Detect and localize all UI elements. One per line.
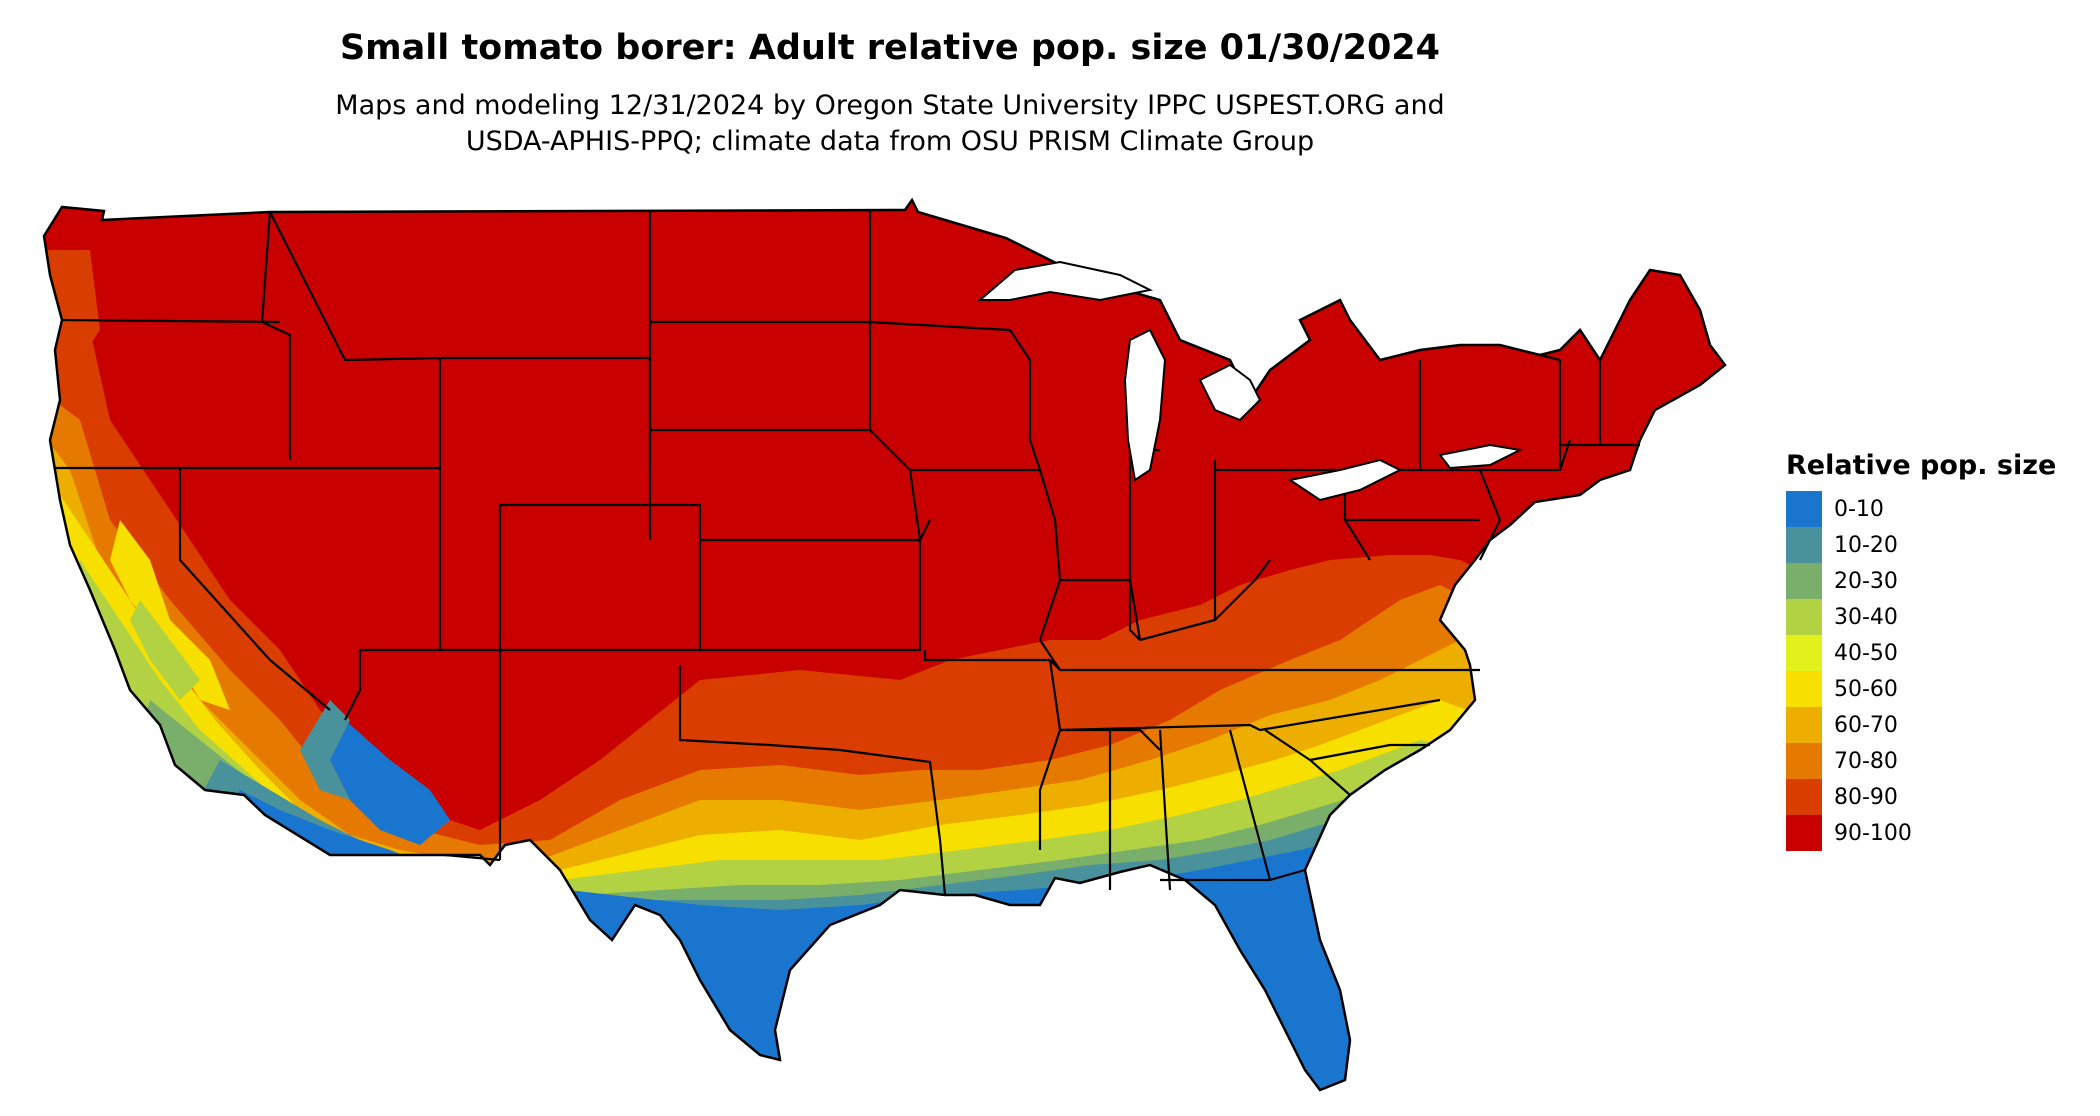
legend-swatch: [1786, 707, 1822, 743]
legend-label: 10-20: [1834, 532, 1898, 558]
legend-swatch: [1786, 743, 1822, 779]
legend-items: 0-10 10-20 20-30 30-40 40-50 50-60 60-70 70-80 8…: [1786, 491, 2086, 851]
legend-item: 90-100: [1786, 815, 2086, 851]
legend-swatch: [1786, 635, 1822, 671]
legend-swatch: [1786, 815, 1822, 851]
legend-swatch: [1786, 563, 1822, 599]
legend-swatch: [1786, 671, 1822, 707]
legend-item: 60-70: [1786, 707, 2086, 743]
legend-item: 80-90: [1786, 779, 2086, 815]
legend-swatch: [1786, 779, 1822, 815]
map-title: Small tomato borer: Adult relative pop. …: [339, 28, 1441, 68]
legend-label: 20-30: [1834, 568, 1898, 594]
legend-swatch: [1786, 599, 1822, 635]
legend-label: 60-70: [1834, 712, 1898, 738]
legend-label: 40-50: [1834, 640, 1898, 666]
legend-label: 90-100: [1834, 820, 1912, 846]
legend-label: 50-60: [1834, 676, 1898, 702]
legend-swatch: [1786, 491, 1822, 527]
legend-swatch: [1786, 527, 1822, 563]
legend: Relative pop. size 0-10 10-20 20-30 30-40 40…: [1786, 450, 2086, 851]
map-subtitle-line-1: Maps and modeling 12/31/2024 by Oregon S…: [335, 90, 1445, 121]
legend-item: 20-30: [1786, 563, 2086, 599]
legend-label: 70-80: [1834, 748, 1898, 774]
legend-item: 30-40: [1786, 599, 2086, 635]
legend-item: 10-20: [1786, 527, 2086, 563]
legend-item: 70-80: [1786, 743, 2086, 779]
map-subtitle-line-2: USDA-APHIS-PPQ; climate data from OSU PR…: [465, 126, 1315, 157]
legend-label: 30-40: [1834, 604, 1898, 630]
legend-item: 40-50: [1786, 635, 2086, 671]
legend-title: Relative pop. size: [1786, 450, 2057, 481]
us-population-map: [42, 197, 1727, 1092]
legend-label: 80-90: [1834, 784, 1898, 810]
legend-item: 50-60: [1786, 671, 2086, 707]
legend-item: 0-10: [1786, 491, 2086, 527]
legend-label: 0-10: [1834, 496, 1884, 522]
